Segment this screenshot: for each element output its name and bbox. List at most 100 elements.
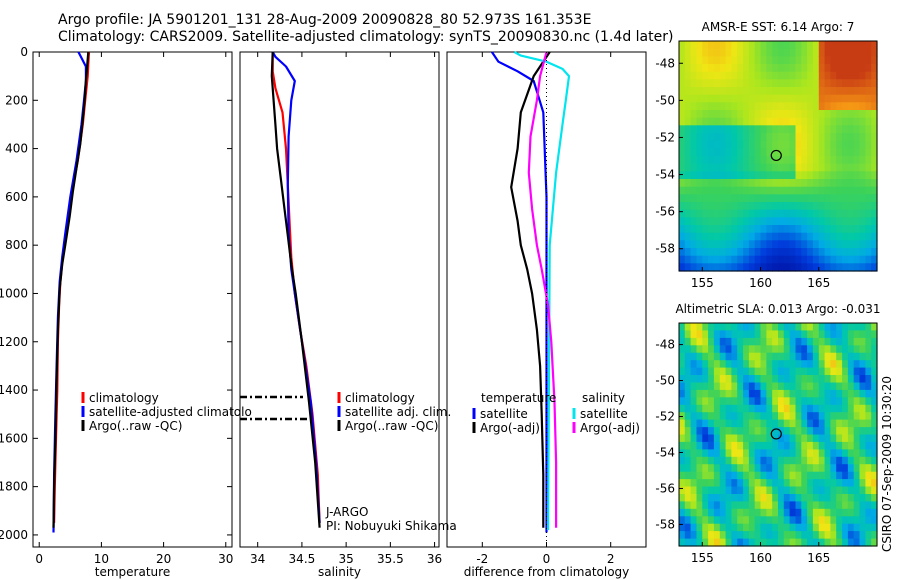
map-cell: [708, 156, 715, 165]
map-cell: [871, 117, 878, 126]
map-cell: [679, 471, 686, 480]
map-cell: [708, 508, 715, 517]
map-cell: [772, 330, 779, 339]
map-cell: [853, 56, 861, 65]
map-cell: [853, 456, 861, 465]
map-cell: [859, 404, 866, 413]
map-cell: [847, 41, 855, 50]
map-cell: [725, 202, 732, 211]
map-cell: [713, 360, 721, 369]
map-cell: [836, 41, 843, 50]
map-cell: [801, 48, 808, 57]
map-cell: [812, 240, 820, 249]
map-cell: [754, 434, 762, 443]
map-cell: [789, 419, 796, 428]
map-cell: [847, 352, 855, 361]
map-cell: [847, 202, 855, 211]
map-cell: [772, 389, 779, 398]
map-cell: [783, 389, 791, 398]
map-cell: [737, 248, 744, 257]
map-cell: [830, 501, 837, 510]
map-cell: [830, 367, 837, 376]
map-cell: [696, 486, 703, 495]
map-cell: [760, 382, 767, 391]
map-cell: [842, 382, 849, 391]
map-cell: [871, 102, 878, 111]
map-cell: [760, 79, 767, 88]
map-cell: [824, 179, 831, 188]
map-cell: [801, 412, 808, 421]
map-cell: [743, 330, 750, 339]
map-cell: [690, 375, 697, 383]
map-cell: [783, 412, 791, 421]
map-cell: [760, 516, 767, 525]
map-cell: [812, 404, 820, 413]
map-cell: [760, 494, 767, 502]
map-cell: [859, 323, 866, 331]
map-cell: [871, 248, 878, 257]
map-cell: [830, 171, 837, 180]
map-cell: [766, 179, 773, 188]
map-cell: [865, 382, 872, 391]
map-cell: [702, 202, 709, 211]
map-cell: [865, 94, 872, 103]
map-cell: [760, 125, 767, 134]
map-cell: [737, 508, 744, 517]
map-cell: [871, 501, 878, 510]
map-cell: [824, 449, 831, 458]
map-cell: [859, 360, 866, 369]
map-cell: [812, 360, 820, 369]
map-cell: [789, 179, 796, 188]
map-cell: [783, 508, 791, 517]
map-cell: [818, 64, 826, 73]
map-cell: [702, 375, 709, 383]
map-cell: [871, 494, 878, 502]
map-cell: [708, 382, 715, 391]
map-cell: [865, 397, 872, 406]
map-cell: [807, 217, 814, 226]
map-cell: [743, 345, 750, 354]
map-cell: [713, 486, 721, 495]
map-cell: [772, 64, 779, 73]
map-cell: [754, 140, 762, 149]
map-cell: [847, 389, 855, 398]
map-cell: [731, 171, 738, 180]
map-cell: [772, 441, 779, 450]
map-cell: [719, 117, 727, 126]
map-cell: [842, 323, 849, 331]
map-cell: [725, 427, 732, 436]
map-cell: [737, 79, 744, 88]
map-cell: [696, 330, 703, 339]
map-cell: [719, 179, 727, 188]
map-cell: [871, 449, 878, 458]
map-cell: [807, 140, 814, 149]
map-cell: [830, 531, 837, 540]
map-cell: [737, 64, 744, 73]
map-cell: [783, 202, 791, 211]
map-cell: [713, 501, 721, 510]
map-cell: [824, 48, 831, 57]
map-cell: [865, 179, 872, 188]
map-cell: [754, 64, 762, 73]
map-cell: [760, 531, 767, 540]
map-cell: [818, 516, 826, 525]
map-cell: [696, 375, 703, 383]
map-cell: [842, 110, 849, 119]
map-cell: [818, 352, 826, 361]
map-cell: [865, 140, 872, 149]
map-cell: [719, 79, 727, 88]
map-cell: [719, 41, 727, 50]
map-cell: [731, 248, 738, 257]
map-cell: [824, 337, 831, 346]
map-cell: [842, 248, 849, 257]
map-cell: [818, 337, 826, 346]
map-cell: [836, 397, 843, 406]
map-cell: [684, 232, 692, 241]
map-cell: [766, 501, 773, 510]
map-cell: [731, 508, 738, 517]
map-cell: [801, 102, 808, 111]
map-cell: [807, 209, 814, 218]
map-cell: [719, 471, 727, 480]
map-cell: [731, 79, 738, 88]
map-cell: [679, 94, 686, 103]
